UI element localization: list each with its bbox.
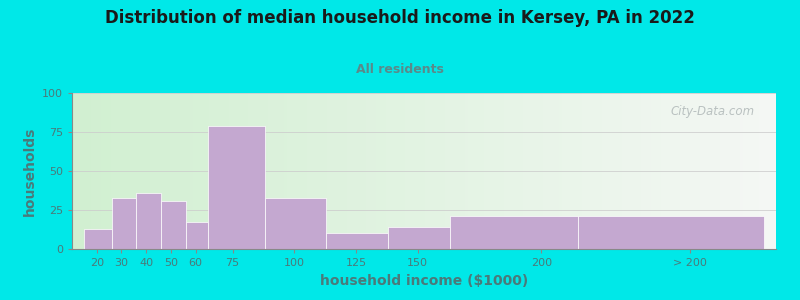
Bar	[578, 216, 764, 249]
Bar	[161, 201, 186, 249]
Bar	[265, 197, 326, 249]
Y-axis label: households: households	[22, 126, 37, 216]
X-axis label: household income ($1000): household income ($1000)	[320, 274, 528, 288]
Text: City-Data.com: City-Data.com	[670, 106, 755, 118]
Bar	[136, 193, 161, 249]
Bar	[326, 233, 388, 249]
Bar	[84, 229, 111, 249]
Bar	[450, 216, 578, 249]
Bar	[111, 197, 136, 249]
Bar	[186, 223, 208, 249]
Text: All residents: All residents	[356, 63, 444, 76]
Bar	[208, 126, 265, 249]
Bar	[388, 227, 450, 249]
Text: Distribution of median household income in Kersey, PA in 2022: Distribution of median household income …	[105, 9, 695, 27]
